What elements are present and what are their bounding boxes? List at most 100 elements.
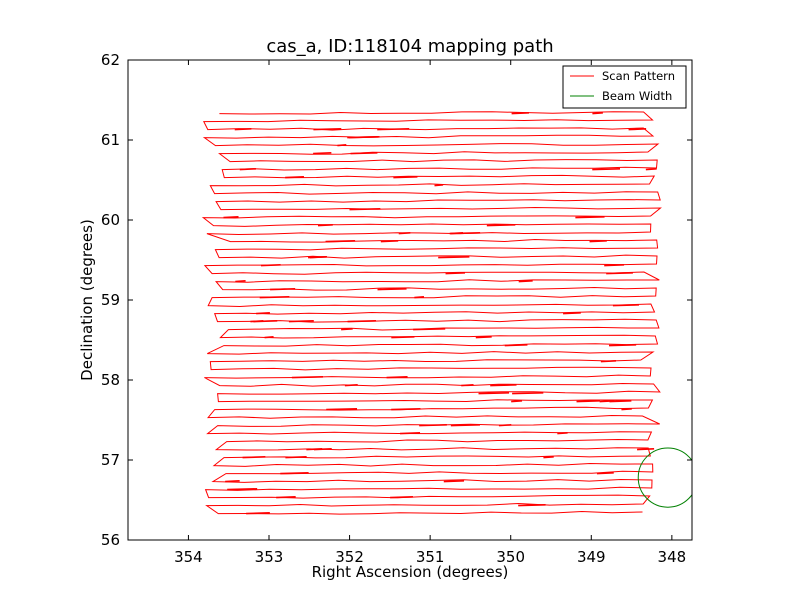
beam-width-series [637,447,692,508]
scan-pattern-artifact [600,360,617,363]
scan-pattern-artifact [235,280,246,283]
scan-pattern-artifact [475,336,492,339]
scan-pattern-artifact [260,264,281,267]
scan-pattern-artifact [604,264,625,267]
scan-pattern-artifact [563,312,581,315]
y-tick-label: 57 [101,451,120,469]
scan-pattern-artifact [443,480,465,483]
x-tick-label: 349 [577,548,606,566]
scan-pattern-artifact [438,256,470,259]
scan-pattern-artifact [347,320,377,323]
scan-pattern-artifact [608,344,637,347]
scan-pattern-artifact [350,152,378,155]
y-tick-label: 59 [101,291,120,309]
scan-pattern-artifact [589,240,607,243]
scan-pattern-artifact [341,328,353,331]
scan-pattern-artifact [280,472,309,475]
scan-pattern-artifact [337,144,347,147]
y-tick-label: 60 [101,211,120,229]
scan-pattern-artifact [504,344,528,347]
scan-pattern-artifact [276,496,296,499]
legend: Scan Pattern Beam Width [562,65,687,109]
scan-pattern-artifact [377,128,410,131]
legend-box [562,65,687,109]
scan-pattern-artifact [511,112,530,115]
scan-pattern-artifact [288,320,314,323]
scan-pattern-artifact [596,472,614,475]
scan-pattern-artifact [434,184,444,187]
scan-pattern-line [201,111,662,515]
scan-pattern-artifact [393,176,418,179]
scan-pattern-series [201,111,662,515]
scan-pattern-artifact [557,432,568,435]
scan-pattern-artifact [259,296,290,299]
y-axis-label: Declination (degrees) [78,219,96,381]
scan-pattern-artifact [543,456,554,459]
scan-pattern-artifact [313,128,342,131]
plot-area [201,111,692,515]
scan-pattern-artifact [380,240,399,243]
scan-pattern-artifact [306,448,323,451]
scan-pattern-artifact [270,288,296,291]
scan-pattern-artifact [225,480,240,483]
x-tick-label: 351 [416,548,445,566]
chart-title: cas_a, ID:118104 mapping path [266,36,553,57]
scan-pattern-artifact [512,392,544,395]
scan-pattern-artifact [413,328,446,331]
scan-pattern-artifact [348,136,380,139]
scan-pattern-artifact [234,128,252,131]
scan-pattern-artifact [391,336,415,339]
legend-label-beam-width: Beam Width [602,89,672,103]
x-tick-label: 350 [496,548,525,566]
scan-pattern-artifact [592,112,603,115]
scan-pattern-artifact [478,392,510,395]
scan-pattern-artifact [450,424,480,427]
scan-pattern-artifact [399,432,421,435]
scan-pattern-artifact [486,224,516,227]
scan-pattern-artifact [285,456,307,459]
scan-pattern-artifact [390,496,413,499]
scan-pattern-artifact [606,272,633,275]
scan-pattern-artifact [490,384,517,387]
scan-pattern-artifact [628,128,647,131]
x-tick-label: 353 [255,548,284,566]
scan-pattern-artifact [386,376,408,379]
scan-pattern-artifact [612,304,640,307]
x-tick-label: 352 [335,548,364,566]
scan-pattern-artifact [227,488,258,491]
scan-pattern-artifact [325,240,356,243]
scan-pattern-artifact [450,232,481,235]
scan-pattern-artifact [264,336,274,339]
scan-pattern-artifact [223,216,239,219]
scan-pattern-artifact [349,208,381,211]
scan-pattern-artifact [461,384,474,387]
scan-pattern-artifact [592,168,621,171]
scan-pattern-artifact [377,288,407,291]
x-tick-label: 348 [658,548,687,566]
y-axis: 56 57 58 59 60 61 62 [101,51,692,549]
y-tick-label: 61 [101,131,120,149]
scan-pattern-artifact [246,512,270,515]
scan-pattern-artifact [637,448,655,451]
scan-pattern-artifact [242,456,266,459]
scan-pattern-artifact [498,424,512,427]
scan-pattern-artifact [285,176,304,179]
legend-label-scan-pattern: Scan Pattern [602,69,675,83]
scan-pattern-artifact [317,224,333,227]
scan-pattern-artifact [308,256,327,259]
scan-pattern-artifact [344,384,358,387]
scan-pattern-artifact [414,296,425,299]
scan-pattern-artifact [253,320,278,323]
y-tick-label: 62 [101,51,120,69]
scan-pattern-artifact [575,216,605,219]
scan-pattern-artifact [518,280,533,283]
scan-pattern-artifact [609,400,632,403]
scan-pattern-artifact [256,312,270,315]
x-axis-label: Right Ascension (degrees) [312,563,509,581]
beam-width-circle [637,447,692,508]
scan-pattern-artifact [398,232,411,235]
scan-pattern-artifact [326,408,358,411]
scan-pattern-artifact [239,168,257,171]
scan-pattern-artifact [518,504,546,507]
